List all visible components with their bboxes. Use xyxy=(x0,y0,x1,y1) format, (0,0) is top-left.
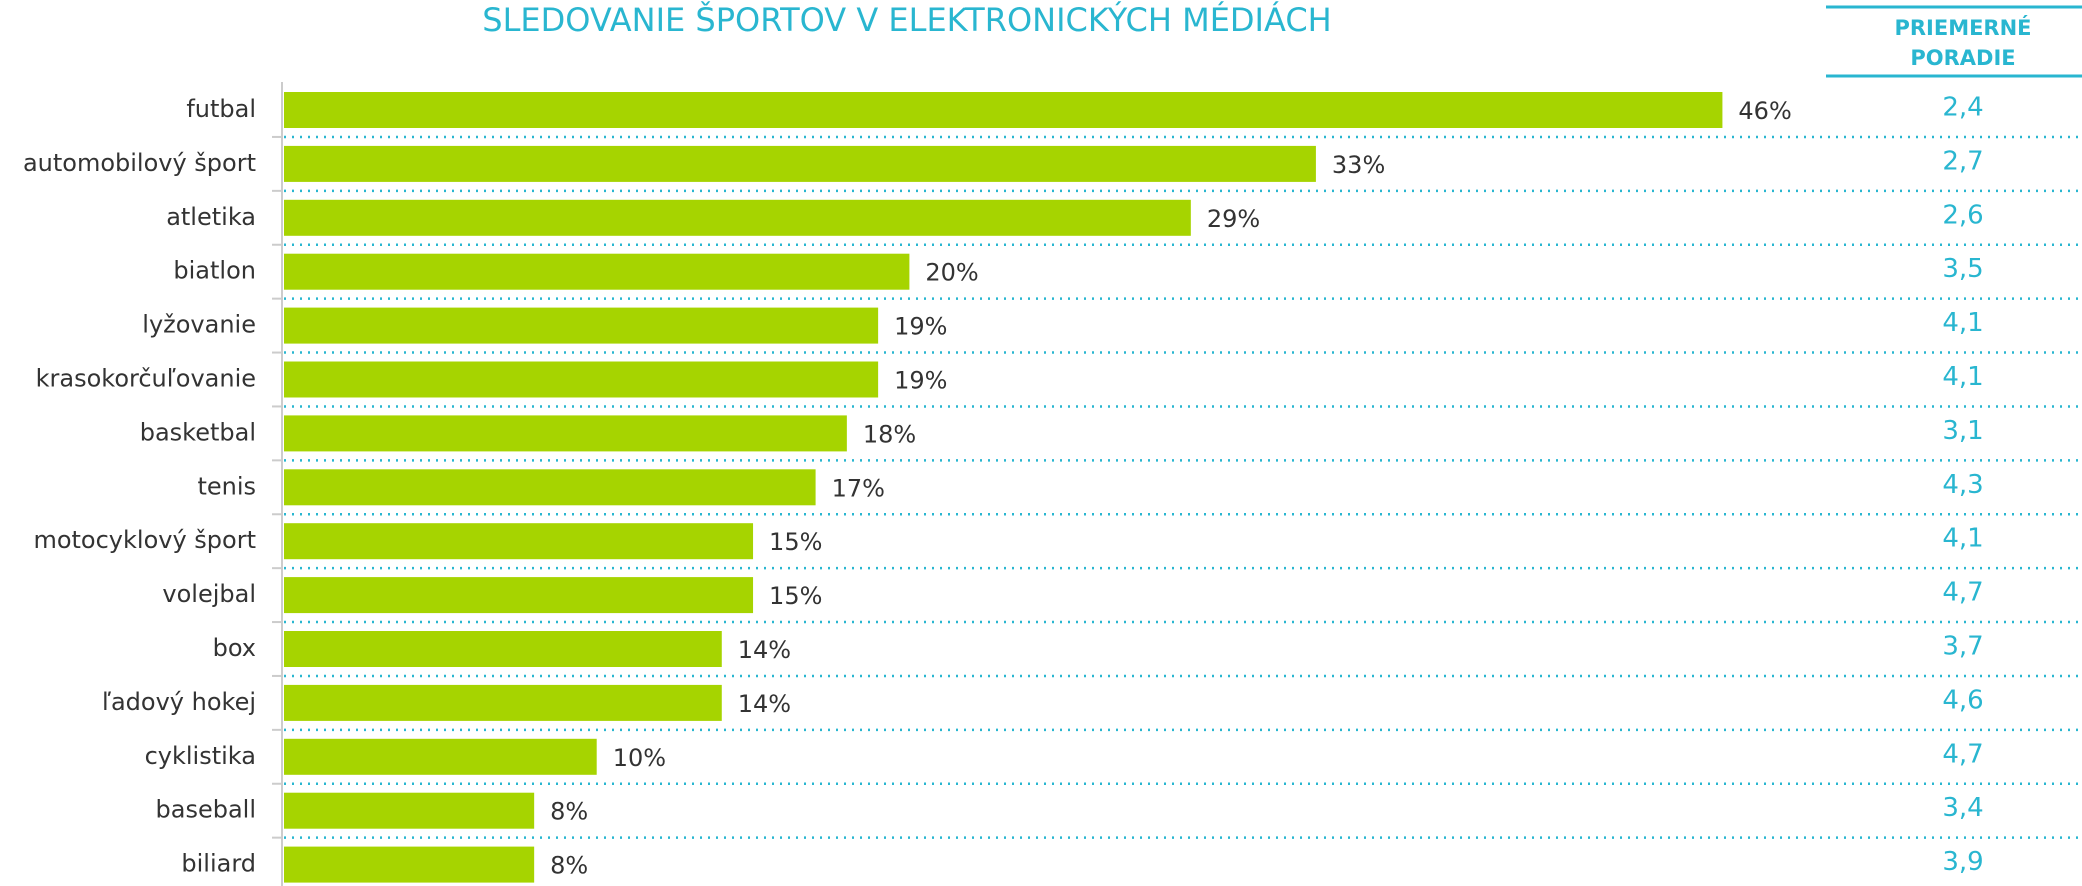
value-label: 17% xyxy=(832,474,885,502)
category-label: futbal xyxy=(186,95,256,123)
side-value: 4,7 xyxy=(1942,739,1983,769)
value-label: 10% xyxy=(613,744,666,772)
value-label: 8% xyxy=(550,852,588,880)
bar xyxy=(284,523,754,560)
side-value: 3,5 xyxy=(1942,254,1983,284)
category-label: basketbal xyxy=(140,418,256,446)
chart-title: SLEDOVANIE ŠPORTOV V ELEKTRONICKÝCH MÉDI… xyxy=(482,0,1331,39)
value-label: 18% xyxy=(863,420,916,448)
bar xyxy=(284,846,535,883)
value-label: 15% xyxy=(769,528,822,556)
side-value: 2,6 xyxy=(1942,200,1983,230)
category-label: motocyklový šport xyxy=(33,526,256,554)
bar xyxy=(284,469,816,506)
value-label: 14% xyxy=(738,690,791,718)
bar xyxy=(284,361,879,398)
side-value: 2,7 xyxy=(1942,146,1983,176)
value-label: 19% xyxy=(894,367,947,395)
category-label: automobilový šport xyxy=(23,149,256,177)
category-label: ľadový hokej xyxy=(102,688,256,716)
bar xyxy=(284,145,1316,182)
category-label: box xyxy=(213,634,256,662)
category-label: atletika xyxy=(166,203,256,231)
bar xyxy=(284,738,597,775)
side-value: 3,4 xyxy=(1942,793,1983,823)
side-value: 4,1 xyxy=(1942,362,1983,392)
value-label: 8% xyxy=(550,798,588,826)
value-label: 14% xyxy=(738,636,791,664)
value-label: 19% xyxy=(894,313,947,341)
bar xyxy=(284,92,1723,128)
bar xyxy=(284,253,910,290)
side-value: 2,4 xyxy=(1942,93,1983,123)
value-label: 15% xyxy=(769,582,822,610)
side-value: 4,6 xyxy=(1942,685,1983,715)
category-label: krasokorčuľovanie xyxy=(36,365,256,393)
side-value: 4,1 xyxy=(1942,524,1983,554)
side-value: 3,7 xyxy=(1942,632,1983,662)
bar xyxy=(284,577,754,614)
value-label: 46% xyxy=(1738,97,1791,125)
side-value: 4,7 xyxy=(1942,578,1983,608)
side-value: 3,9 xyxy=(1942,847,1983,877)
category-label: cyklistika xyxy=(145,742,256,770)
category-label: baseball xyxy=(156,796,257,824)
side-header: PRIEMERNÉ xyxy=(1894,15,2031,40)
category-label: tenis xyxy=(197,472,256,500)
category-label: lyžovanie xyxy=(142,311,256,339)
category-label: biliard xyxy=(181,850,256,878)
value-label: 29% xyxy=(1207,205,1260,233)
bar xyxy=(284,792,535,829)
category-label: volejbal xyxy=(162,580,256,608)
bar xyxy=(284,631,722,667)
side-value: 4,1 xyxy=(1942,308,1983,338)
bar xyxy=(284,307,879,344)
category-label: biatlon xyxy=(173,257,256,285)
side-value: 3,1 xyxy=(1942,416,1983,446)
bar xyxy=(284,415,847,452)
side-header: PORADIE xyxy=(1910,46,2015,70)
bar xyxy=(284,684,722,721)
value-label: 33% xyxy=(1332,151,1385,179)
bar xyxy=(284,199,1191,236)
value-label: 20% xyxy=(925,259,978,287)
side-value: 4,3 xyxy=(1942,470,1983,500)
